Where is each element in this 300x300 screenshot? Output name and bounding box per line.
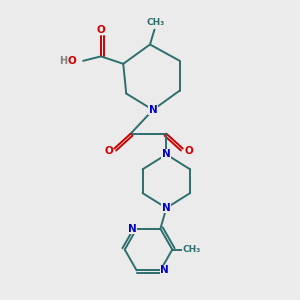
Text: O: O [104,146,113,157]
Text: CH₃: CH₃ [147,18,165,27]
Text: N: N [160,266,169,275]
Text: N: N [162,203,171,213]
Text: N: N [148,105,157,115]
Text: H: H [59,56,67,66]
Text: CH₃: CH₃ [182,245,201,254]
Text: O: O [97,25,105,34]
Text: N: N [128,224,136,234]
Text: O: O [184,146,193,157]
Text: O: O [68,56,76,66]
Text: N: N [162,149,171,160]
